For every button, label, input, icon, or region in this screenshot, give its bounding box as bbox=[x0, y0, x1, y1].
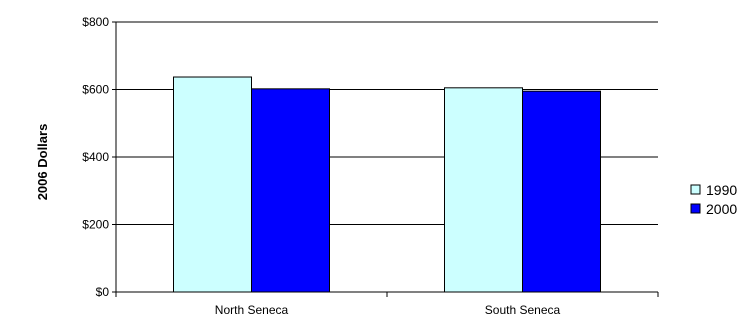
axes bbox=[115, 22, 659, 297]
y-tick-label: $400 bbox=[82, 150, 109, 164]
x-category-label: South Seneca bbox=[485, 303, 561, 317]
bar-1990-0 bbox=[173, 76, 252, 293]
x-category-label: North Seneca bbox=[215, 303, 289, 317]
y-tick-labels: $0 $200 $400 $600 $800 bbox=[82, 15, 109, 299]
bar-2000-0 bbox=[251, 88, 330, 293]
bars bbox=[173, 76, 601, 293]
legend-label-2000: 2000 bbox=[706, 201, 737, 217]
y-tick-label: $600 bbox=[82, 83, 109, 97]
y-tick-label: $0 bbox=[96, 285, 110, 299]
bar-2000-1 bbox=[522, 90, 601, 293]
legend-label-1990: 1990 bbox=[706, 182, 737, 198]
x-category-labels: North Seneca South Seneca bbox=[215, 303, 561, 317]
y-tick-label: $800 bbox=[82, 15, 109, 29]
y-axis-title: 2006 Dollars bbox=[35, 124, 50, 201]
y-tick-label: $200 bbox=[82, 218, 109, 232]
legend: 1990 2000 bbox=[690, 182, 737, 217]
legend-swatch-2000 bbox=[690, 203, 701, 214]
legend-swatch-1990 bbox=[690, 184, 701, 195]
bar-1990-1 bbox=[444, 87, 523, 293]
